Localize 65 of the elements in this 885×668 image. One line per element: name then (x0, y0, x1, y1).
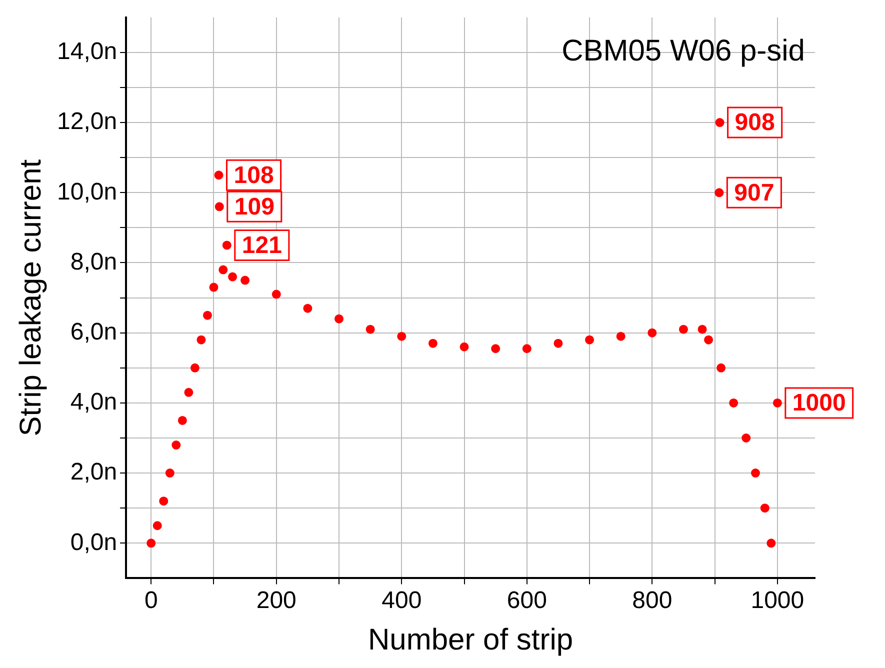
x-tick-label: 0 (144, 587, 158, 614)
y-tick-label: 2,0n (70, 458, 118, 486)
point (714, 188, 724, 198)
annotation: 908 (734, 109, 775, 136)
y-tick-label: 8,0n (70, 248, 118, 276)
x-tick-label: 200 (256, 587, 296, 614)
x-tick-label: 600 (506, 587, 547, 614)
point (184, 388, 194, 397)
point (428, 338, 438, 348)
y-tick-label: 12,0n (56, 108, 118, 136)
x-axis-title: Number of strip (368, 623, 574, 656)
point (616, 332, 626, 341)
y-tick-label: 0,0n (70, 528, 118, 556)
point (178, 416, 187, 425)
point (214, 170, 224, 180)
point (716, 363, 726, 372)
point (303, 304, 312, 313)
point (272, 290, 281, 299)
point (222, 240, 232, 250)
point (152, 521, 162, 530)
point (704, 335, 714, 344)
point (366, 324, 375, 334)
point (214, 202, 224, 212)
point (334, 314, 344, 324)
y-tick-label: 4,0n (70, 388, 118, 416)
point (772, 398, 782, 408)
point (648, 328, 657, 338)
point (159, 496, 168, 506)
x-tick-label: 800 (632, 587, 672, 614)
annotation: 121 (242, 232, 282, 259)
point (729, 398, 738, 408)
point (397, 332, 406, 341)
point (554, 338, 563, 348)
point (715, 118, 724, 128)
point (522, 344, 532, 354)
point (585, 335, 594, 344)
point (751, 468, 760, 478)
point (240, 276, 250, 285)
point (698, 324, 707, 334)
point (190, 363, 200, 372)
point (218, 265, 228, 274)
point (165, 468, 174, 478)
y-axis-title: Strip leakage current (14, 158, 48, 436)
point (209, 282, 218, 292)
point (766, 538, 776, 548)
y-tick-label: 6,0n (70, 318, 118, 346)
point (491, 344, 500, 354)
x-tick-label: 400 (382, 587, 422, 614)
point (202, 310, 212, 320)
text: CBM05 W06 p-sid (562, 34, 805, 68)
point (460, 342, 469, 352)
point (146, 538, 156, 548)
y-tick-label: 14,0n (56, 38, 118, 66)
x-tick-label: 1000 (750, 587, 804, 614)
point (678, 324, 688, 334)
point (760, 504, 770, 513)
annotation: 1000 (792, 390, 846, 417)
point (196, 335, 206, 344)
annotation: 907 (734, 179, 774, 206)
point (172, 440, 181, 450)
annotation: 109 (234, 193, 274, 220)
y-tick-label: 10,0n (56, 178, 118, 206)
point (228, 272, 238, 282)
point (742, 434, 751, 442)
annotation: 108 (234, 162, 274, 189)
